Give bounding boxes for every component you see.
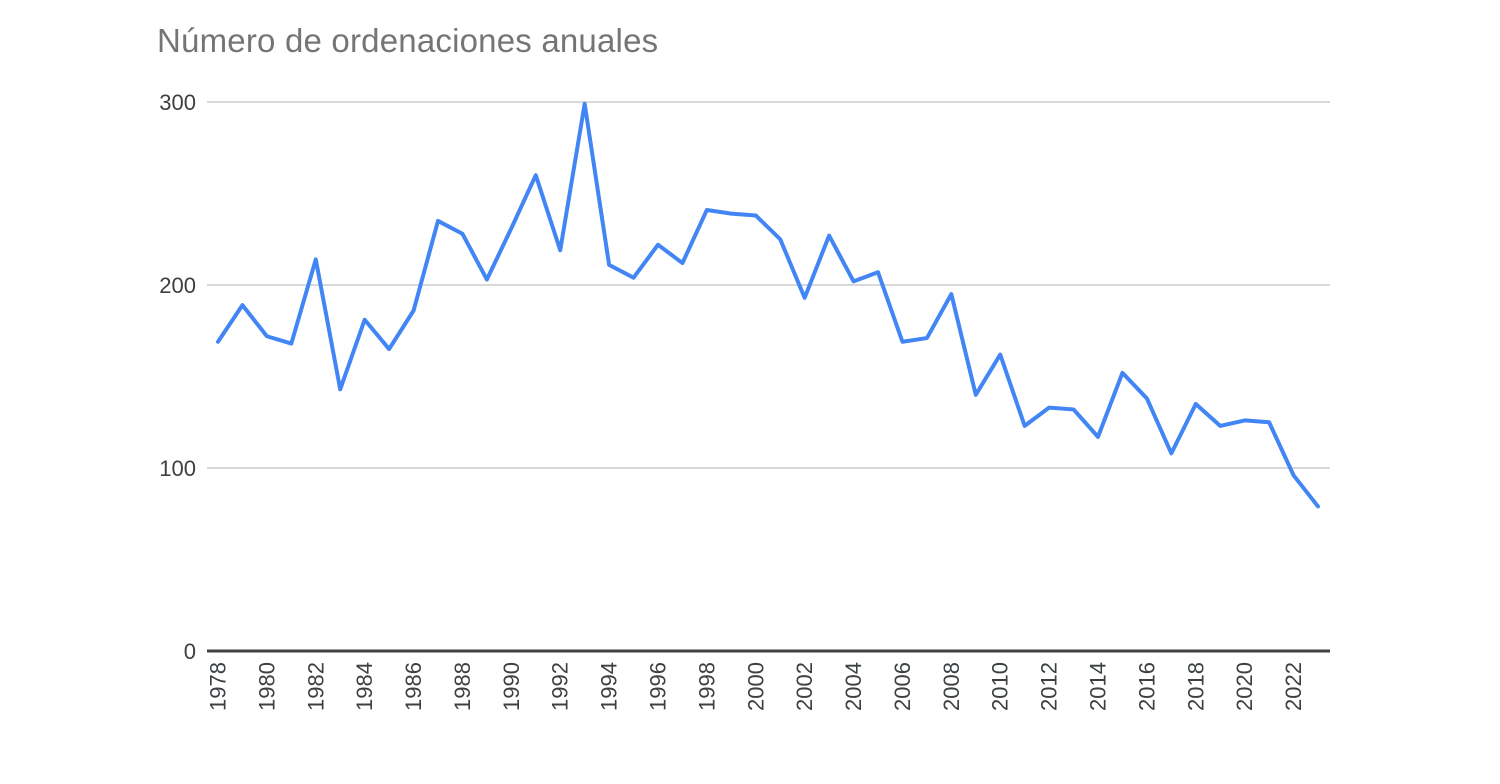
x-tick-label-1982: 1982 — [303, 662, 328, 711]
data-series-line — [216, 101, 1320, 509]
x-tick-label-2014: 2014 — [1086, 662, 1111, 711]
x-tick-label-2008: 2008 — [939, 662, 964, 711]
x-tick-label-2002: 2002 — [792, 662, 817, 711]
x-tick-label-2020: 2020 — [1232, 662, 1257, 711]
x-tick-label-1988: 1988 — [450, 662, 475, 711]
x-tick-label-1980: 1980 — [254, 662, 279, 711]
x-tick-label-1990: 1990 — [499, 662, 524, 711]
y-tick-label-0: 0 — [184, 639, 196, 664]
x-tick-label-2018: 2018 — [1183, 662, 1208, 711]
x-tick-label-2006: 2006 — [890, 662, 915, 711]
y-tick-label-300: 300 — [159, 90, 196, 115]
x-tick-label-2016: 2016 — [1134, 662, 1159, 711]
x-tick-label-2004: 2004 — [841, 662, 866, 711]
x-tick-label-1998: 1998 — [694, 662, 719, 711]
x-tick-label-1996: 1996 — [646, 662, 671, 711]
x-tick-label-2022: 2022 — [1281, 662, 1306, 711]
x-tick-label-1984: 1984 — [352, 662, 377, 711]
x-tick-label-1992: 1992 — [548, 662, 573, 711]
x-tick-label-1978: 1978 — [206, 662, 231, 711]
x-tick-label-1994: 1994 — [597, 662, 622, 711]
y-tick-label-100: 100 — [159, 456, 196, 481]
y-tick-label-200: 200 — [159, 273, 196, 298]
chart-title: Número de ordenaciones anuales — [157, 22, 659, 59]
x-tick-label-1986: 1986 — [401, 662, 426, 711]
x-tick-label-2000: 2000 — [743, 662, 768, 711]
x-tick-label-2012: 2012 — [1037, 662, 1062, 711]
x-tick-label-2010: 2010 — [988, 662, 1013, 711]
